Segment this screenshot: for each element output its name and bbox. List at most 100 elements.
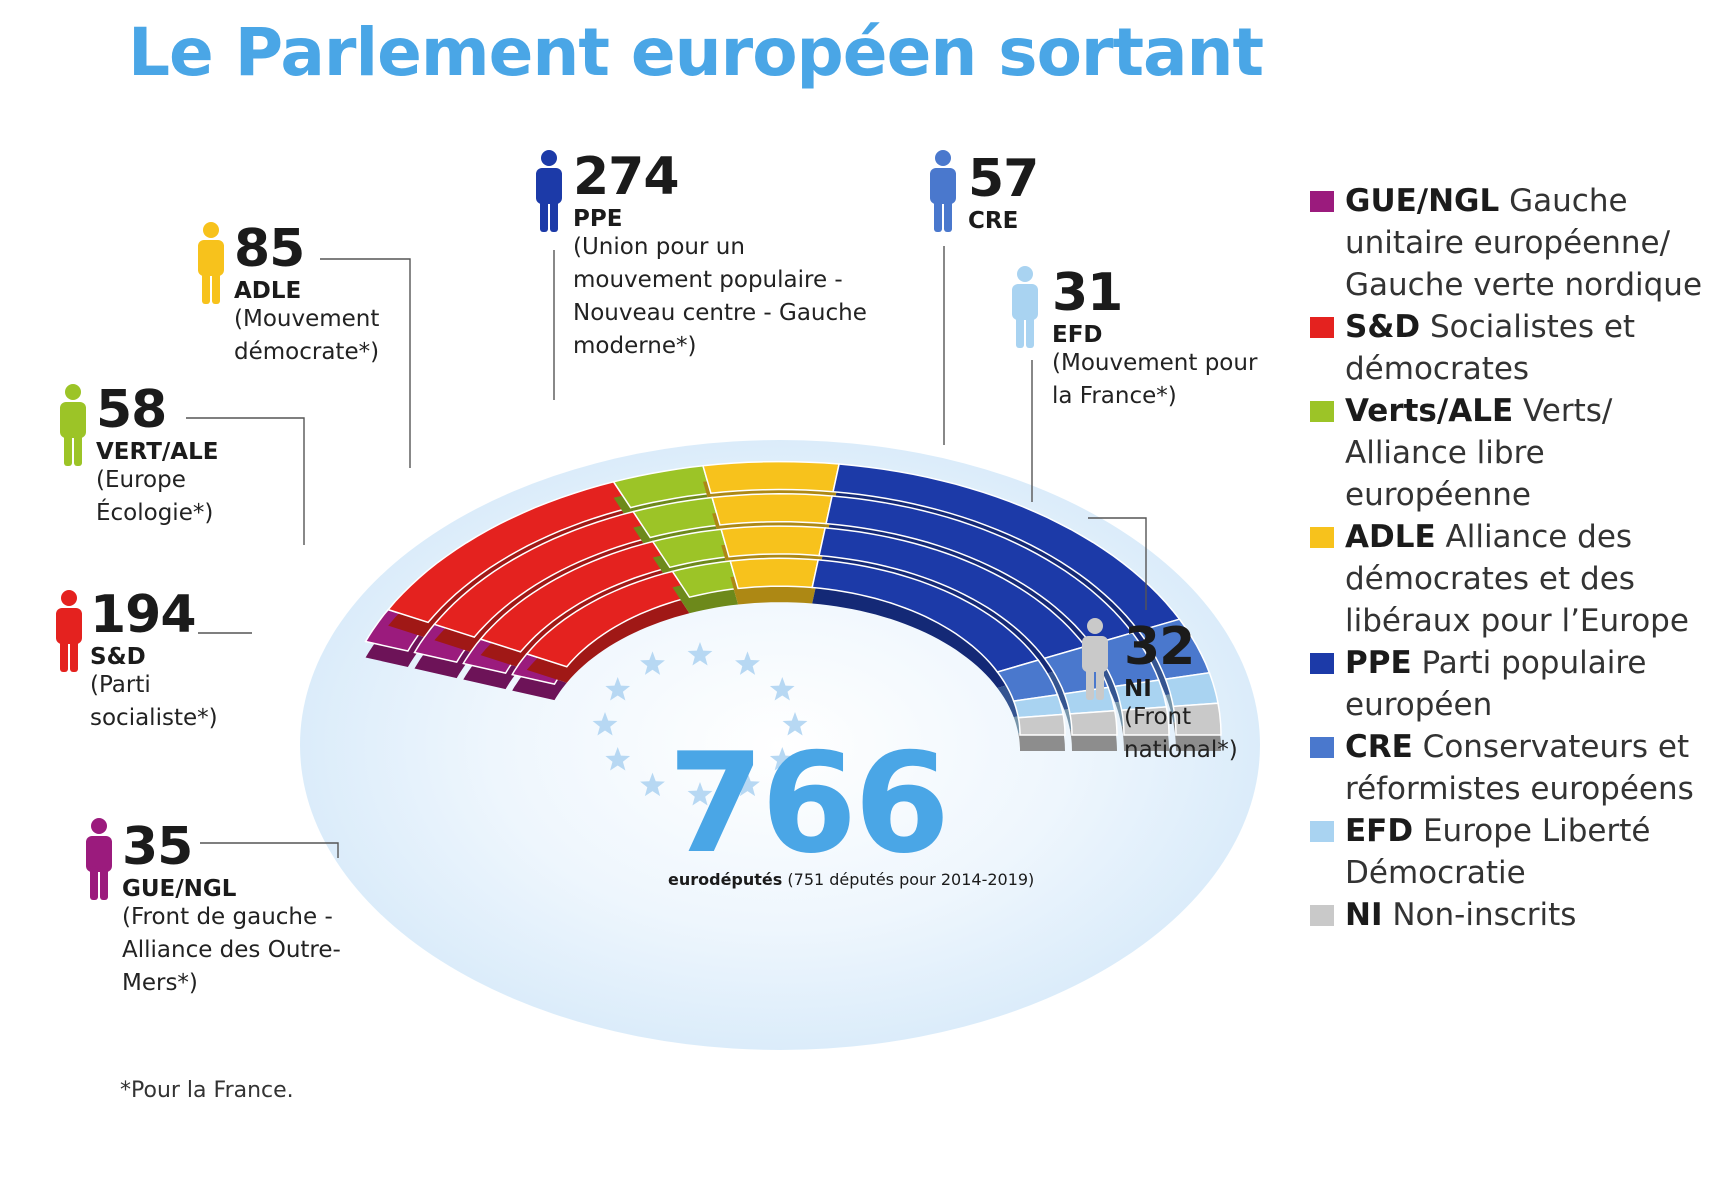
legend-text-adle: Alliance des démocrates et des libéraux … [1345,519,1689,639]
label-ni: 32 NI (Front national*) [1124,620,1274,767]
seat-block-side-ppe-3 [812,575,1039,688]
legend-text-verts: Verts/ Alliance libre européenne [1345,393,1613,513]
person-icon-adle [198,222,224,304]
efd-french-party: (Mouvement pour la France*) [1052,349,1258,409]
legend-abbr-gue: GUE/NGL [1345,183,1500,219]
leader-gue [200,842,339,858]
label-leader-lines [186,246,1147,858]
legend-abbr-ni: NI [1345,897,1383,933]
seat-block-ni-3 [1017,713,1066,736]
ppe-french-party: (Union pour un mouvement populaire - Nou… [573,233,867,359]
leader-adle [320,258,411,468]
seat-block-adle-1 [711,493,834,526]
seat-block-adle-0 [702,460,841,495]
label-ppe: 274 PPE (Union pour un mouvement populai… [573,150,873,363]
cre-count: 57 [968,149,1039,209]
legend-text-efd: Europe Liberté Démocratie [1345,813,1651,891]
gue-abbr: GUE/NGL [122,875,237,902]
legend-abbr-sd: S&D [1345,309,1421,345]
label-efd: 31 EFD (Mouvement pour la France*) [1052,266,1272,413]
vert-french-party: (Europe Écologie*) [96,466,214,526]
eu-star-icon [640,772,665,797]
total-unit: eurodéputés [668,870,783,889]
legend-text-gue: Gauche unitaire européenne/ Gauche verte… [1345,183,1703,303]
total-number: 766 [668,723,950,884]
legend-text-ppe: Parti populaire européen [1345,645,1647,723]
leader-vert [186,417,305,545]
ni-french-party: (Front national*) [1124,703,1238,763]
efd-abbr: EFD [1052,321,1103,348]
eu-star-icon [592,712,618,736]
efd-count: 31 [1052,263,1123,323]
eu-star-icon [687,642,713,666]
cre-abbr: CRE [968,207,1019,234]
adle-french-party: (Mouvement démocrate*) [234,305,380,365]
person-icon-ppe [536,150,562,232]
seat-block-adle-2 [720,525,827,558]
chart-title: Le Parlement européen sortant [128,14,1264,91]
person-icon-ni [1082,618,1108,700]
sd-french-party: (Parti socialiste*) [90,671,218,731]
total-subtitle: eurodéputés (751 députés pour 2014-2019) [668,870,1034,889]
legend-swatch-adle [1310,527,1334,548]
legend-item-cre: CRE Conservateurs et réformistes europée… [1310,726,1720,810]
leader-ni [1088,517,1147,610]
eu-star-icon [687,782,713,806]
eu-star-icon [605,747,631,771]
sd-abbr: S&D [90,643,146,670]
legend-abbr-adle: ADLE [1345,519,1436,555]
vert-count: 58 [96,380,167,440]
adle-abbr: ADLE [234,277,302,304]
hemicycle-seats [364,460,1222,751]
label-adle: 85 ADLE (Mouvement démocrate*) [234,222,414,369]
legend-swatch-sd [1310,317,1334,338]
person-icon-sd [56,590,82,672]
legend-item-ppe: PPE Parti populaire européen [1310,642,1720,726]
legend-abbr-ppe: PPE [1345,645,1412,681]
ppe-abbr: PPE [573,205,623,232]
legend-abbr-cre: CRE [1345,729,1413,765]
seat-block-ni-1 [1120,706,1170,736]
ni-abbr: NI [1124,675,1152,702]
adle-count: 85 [234,219,305,279]
legend-item-verts: Verts/ALE Verts/ Alliance libre européen… [1310,390,1720,516]
person-icon-vert [60,384,86,466]
legend-abbr-verts: Verts/ALE [1345,393,1514,429]
seat-block-adle-3 [729,557,820,590]
legend-item-sd: S&D Socialistes et démocrates [1310,306,1720,390]
legend-swatch-ni [1310,905,1334,926]
eu-star-icon [640,651,665,675]
label-sd: 194 S&D (Parti socialiste*) [90,588,240,735]
gue-french-party: (Front de gauche - Alliance des Outre-Me… [122,903,341,996]
legend-swatch-efd [1310,821,1334,842]
vert-abbr: VERT/ALE [96,438,219,465]
legend-item-adle: ADLE Alliance des démocrates et des libé… [1310,516,1720,642]
eu-star-icon [769,747,795,771]
seat-block-ni-2 [1069,709,1118,736]
legend-swatch-gue [1310,191,1334,212]
legend-text-cre: Conservateurs et réformistes européens [1345,729,1694,807]
ni-count: 32 [1124,617,1195,677]
total-note: (751 députés pour 2014-2019) [787,870,1035,889]
person-icon-efd [1012,266,1038,348]
eu-star-icon [735,651,760,675]
person-icon-cre [930,150,956,232]
ppe-count: 274 [573,147,680,207]
eu-star-icon [782,712,808,736]
legend-item-gue: GUE/NGL Gauche unitaire européenne/ Gauc… [1310,180,1720,306]
total-block: 766 [668,723,950,884]
label-vert: 58 VERT/ALE (Europe Écologie*) [96,383,246,530]
gue-count: 35 [122,817,193,877]
legend-swatch-ppe [1310,653,1334,674]
eu-star-icon [605,677,631,701]
legend-item-efd: EFD Europe Liberté Démocratie [1310,810,1720,894]
eu-stars [592,642,808,806]
eu-star-icon [769,677,795,701]
seat-block-ni-0 [1172,702,1222,736]
legend-text-ni: Non-inscrits [1392,897,1577,933]
footnote: *Pour la France. [120,1078,294,1103]
legend-text-sd: Socialistes et démocrates [1345,309,1636,387]
legend-swatch-cre [1310,737,1334,758]
person-icon-gue [86,818,112,900]
